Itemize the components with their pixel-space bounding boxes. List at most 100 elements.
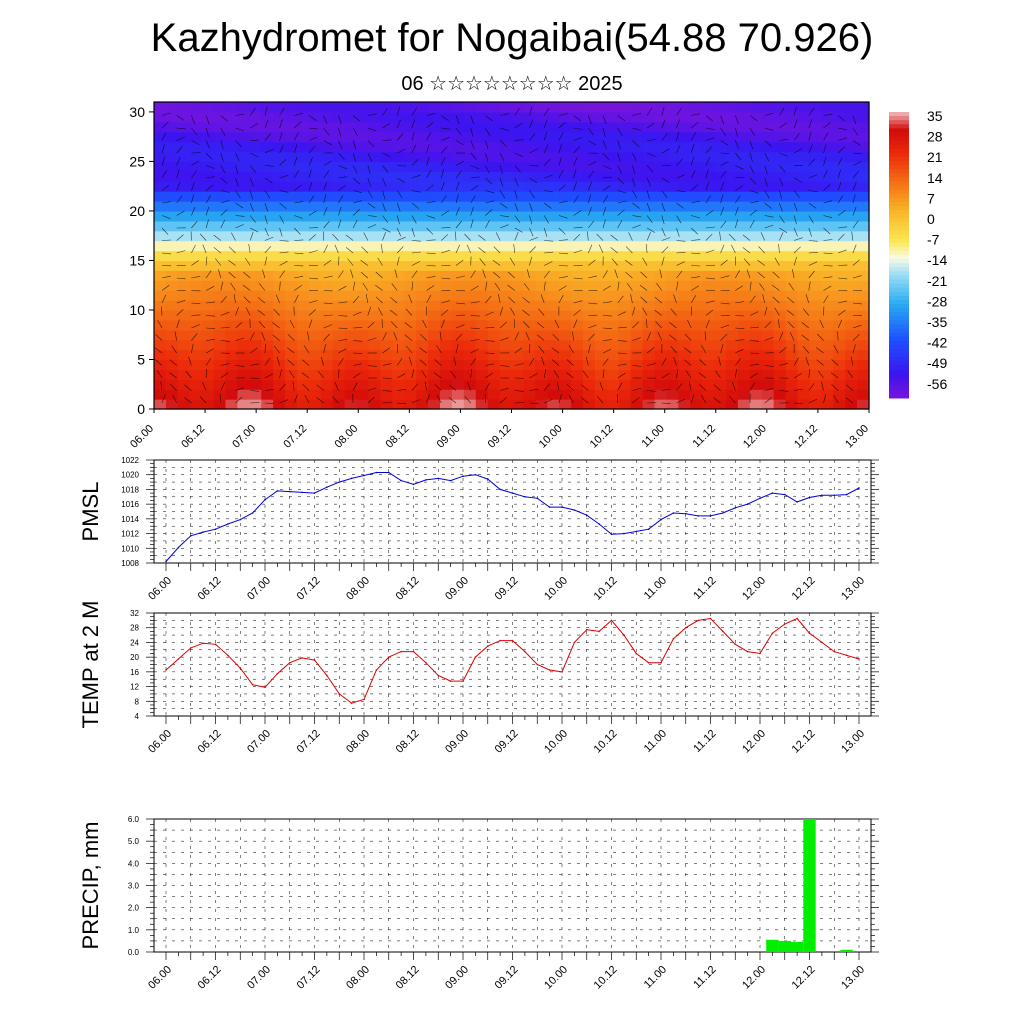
heatmap-cell — [475, 389, 489, 400]
heatmap-cell — [308, 359, 322, 370]
wind-barb — [172, 394, 177, 404]
colorbar — [889, 112, 909, 399]
x-tick-label: 10.12 — [592, 964, 620, 992]
wind-barb — [793, 357, 799, 366]
heatmap-cell — [332, 300, 346, 311]
heatmap-cell — [845, 111, 858, 123]
wind-barb — [332, 233, 339, 241]
wind-barb — [852, 182, 857, 191]
heatmap-cell — [392, 399, 405, 410]
heatmap-cell — [154, 300, 167, 311]
wind-barb — [228, 271, 236, 279]
wind-barb — [455, 181, 460, 191]
heatmap-cell — [535, 369, 548, 380]
heatmap-cell — [571, 319, 584, 331]
heatmap-cell — [642, 171, 656, 182]
heatmap-cell — [618, 210, 632, 222]
heatmap-cell — [404, 102, 417, 113]
wind-barb — [713, 397, 721, 404]
data-point — [449, 680, 452, 682]
heatmap-cell — [618, 290, 632, 301]
heatmap-cell — [821, 111, 834, 123]
wind-barb — [191, 244, 196, 254]
wind-barb — [276, 356, 280, 366]
wind-barb — [191, 127, 198, 136]
heatmap-cell — [726, 329, 739, 341]
wind-barb — [500, 387, 509, 391]
heatmap-cell — [511, 191, 525, 202]
wind-barb — [735, 140, 739, 149]
data-point — [734, 507, 737, 509]
heatmap-cell — [273, 201, 286, 212]
heatmap-cell — [845, 220, 858, 232]
wind-barb — [543, 383, 551, 391]
heatmap-cell — [463, 151, 477, 163]
heatmap-cell — [773, 121, 787, 133]
wind-barb — [543, 119, 548, 129]
wind-barb — [441, 227, 451, 229]
heatmap-cell — [690, 280, 703, 291]
heatmap-cell — [297, 121, 310, 133]
heatmap-cell — [559, 171, 572, 182]
heatmap-cell — [511, 161, 525, 172]
data-point — [276, 672, 279, 675]
wind-barb — [573, 157, 578, 166]
wind-barb — [669, 322, 677, 329]
heatmap-cell — [547, 319, 560, 331]
heatmap-cell — [189, 151, 203, 163]
heatmap-cell — [749, 349, 763, 361]
heatmap-cell — [547, 171, 560, 182]
heatmap-cell — [523, 111, 536, 123]
heatmap-cell — [237, 220, 250, 232]
heatmap-cell — [535, 151, 548, 163]
heatmap-cell — [344, 339, 358, 351]
heatmap-cell — [559, 161, 572, 172]
wind-barb — [805, 294, 810, 304]
wind-barb — [294, 121, 302, 129]
wind-barb — [485, 327, 495, 329]
heatmap-cell — [428, 349, 441, 361]
heatmap-cell — [440, 319, 453, 331]
wind-barb — [789, 332, 795, 341]
heatmap-cell — [344, 349, 358, 361]
wind-barb — [735, 270, 741, 279]
wind-barb — [294, 201, 304, 204]
wind-barb — [334, 244, 339, 254]
heatmap-cell — [642, 161, 656, 172]
wind-barb — [500, 127, 509, 131]
wind-barb — [598, 244, 604, 254]
wind-barb — [661, 373, 670, 379]
wind-barb — [439, 331, 442, 341]
heatmap-cell — [654, 260, 668, 271]
heatmap-cell — [749, 161, 763, 172]
heatmap-cell — [261, 102, 274, 113]
heatmap-cell — [845, 319, 858, 331]
heatmap-cell — [499, 319, 513, 331]
wind-barb — [691, 113, 701, 116]
wind-barb — [455, 259, 464, 266]
heatmap-cell — [535, 181, 548, 192]
heatmap-cell — [487, 329, 501, 341]
heatmap-cell — [857, 359, 870, 370]
wind-barb — [793, 256, 797, 266]
wind-barb — [514, 231, 519, 241]
wind-barb — [308, 319, 313, 329]
wind-barb — [808, 174, 818, 179]
wind-barb — [720, 206, 725, 216]
wind-barb — [397, 402, 407, 404]
heatmap-cell — [463, 250, 477, 262]
heatmap-cell — [273, 131, 286, 143]
wind-barb — [352, 152, 356, 162]
data-point — [746, 503, 749, 505]
wind-barb — [352, 115, 361, 122]
heatmap-cell — [821, 349, 834, 361]
heatmap-cell — [714, 151, 727, 163]
wind-barb — [558, 227, 566, 235]
colorbar-segment — [889, 185, 909, 191]
heatmap-cell — [308, 121, 322, 133]
heatmap-cell — [356, 290, 370, 301]
heatmap-cell — [523, 379, 536, 390]
heatmap-cell — [285, 220, 298, 232]
data-point — [338, 481, 341, 483]
heatmap-cell — [332, 161, 346, 172]
